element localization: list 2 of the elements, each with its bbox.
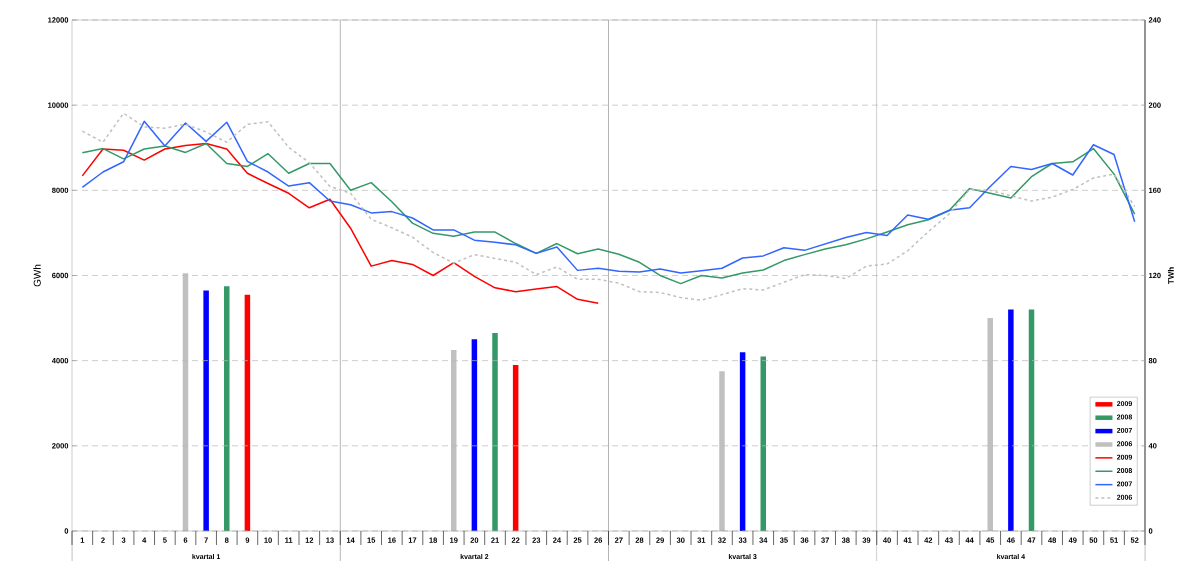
y-axis-title: GWh xyxy=(33,264,41,287)
y2-axis-title: TWh xyxy=(1167,267,1174,285)
